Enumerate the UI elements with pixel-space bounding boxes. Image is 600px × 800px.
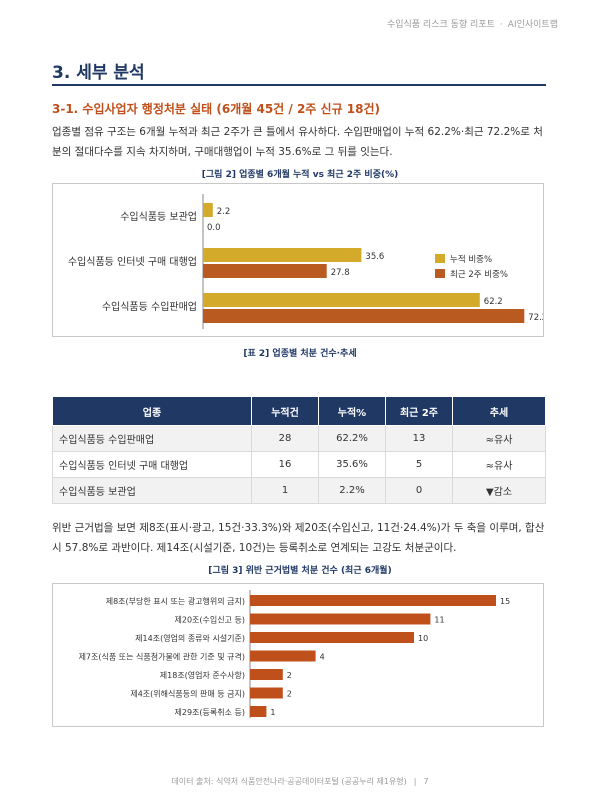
paragraph-industry-share: 업종별 점유 구조는 6개월 누적과 최근 2주가 큰 틀에서 유사하다. 수입…	[52, 126, 543, 158]
data-label: 2	[287, 690, 292, 699]
cell-trend: ≈유사	[452, 425, 546, 452]
figure2-svg: 수입식품등 보관업 2.2 0.0 수입식품등 인터넷 구매 대행업 35.6 27.8 수…	[68, 194, 543, 329]
table-row: 수입식품등 인터넷 구매 대행업 16 35.6% 5 ≈유사	[52, 451, 546, 478]
data-label: 72.2	[528, 313, 543, 323]
brand-name: AI인사이트랩	[507, 20, 558, 30]
legend-swatch	[435, 254, 445, 263]
col-header-cumulative-pct: 누적%	[318, 396, 386, 426]
cell-cumulative-pct: 35.6%	[318, 451, 386, 478]
category-label: 제29조(등록취소 등)	[175, 708, 245, 717]
data-label: 0.0	[207, 223, 221, 233]
section-title: 3. 세부 분석	[52, 63, 145, 83]
category-label: 수입식품등 보관업	[120, 210, 197, 223]
cell-industry: 수입식품등 수입판매업	[52, 425, 252, 452]
data-label: 11	[434, 616, 444, 625]
bar	[250, 669, 283, 680]
data-label: 10	[418, 634, 428, 643]
col-header-industry: 업종	[52, 396, 252, 426]
data-label: 4	[320, 653, 325, 662]
figure2-chart: 수입식품등 보관업 2.2 0.0 수입식품등 인터넷 구매 대행업 35.6 27.8 수…	[52, 183, 544, 337]
bar	[203, 248, 362, 262]
cell-trend-down: ▼감소	[452, 477, 546, 504]
cell-recent-2w: 13	[385, 425, 453, 452]
category-label: 제14조(영업의 종류와 시설기준)	[135, 633, 245, 643]
legend-label: 누적 비중%	[450, 254, 492, 265]
data-label: 62.2	[484, 297, 503, 307]
cell-cumulative-count: 1	[251, 477, 319, 504]
data-label: 15	[500, 597, 510, 606]
figure3-svg: 제8조(부당한 표시 또는 광고행위의 금지) 15 제20조(수입신고 등) 11 제…	[79, 590, 510, 718]
category-label: 수입식품등 인터넷 구매 대행업	[68, 255, 197, 268]
data-label: 1	[270, 708, 275, 717]
cell-cumulative-count: 16	[251, 451, 319, 478]
industry-table: 업종 누적건 누적% 최근 2주 추세 수입식품등 수입판매업 28 62.2%…	[52, 396, 546, 504]
category-label: 제8조(부당한 표시 또는 광고행위의 금지)	[106, 596, 245, 606]
bar	[250, 613, 431, 625]
paragraph-legal-basis: 위반 근거법을 보면 제8조(표시·광고, 15건·33.3%)와 제20조(수…	[52, 522, 545, 554]
bar	[250, 650, 316, 662]
bar	[250, 632, 414, 643]
report-title: 수입식품 리스크 동향 리포트	[386, 20, 495, 30]
page-header: 수입식품 리스크 동향 리포트 · AI인사이트랩	[387, 17, 558, 30]
cell-industry: 수입식품등 보관업	[52, 477, 252, 504]
legend-swatch	[435, 269, 445, 278]
category-label: 제7조(식품 또는 식품첨가물에 관한 기준 및 규격)	[79, 652, 245, 662]
table-row: 수입식품등 보관업 1 2.2% 0 ▼감소	[52, 477, 546, 504]
col-header-cumulative-count: 누적건	[251, 396, 319, 426]
cell-cumulative-count: 28	[251, 425, 319, 452]
bar	[203, 293, 480, 307]
cell-cumulative-pct: 2.2%	[318, 477, 386, 504]
section-divider	[52, 84, 546, 86]
cell-recent-2w: 0	[385, 477, 453, 504]
category-label: 제4조(위해식품등의 판매 등 금지)	[130, 689, 245, 699]
table2-caption: [표 2] 업종별 처분 건수·추세	[243, 349, 357, 359]
bar	[250, 595, 496, 606]
cell-recent-2w: 5	[385, 451, 453, 478]
bar	[250, 706, 267, 717]
bar	[203, 203, 213, 217]
figure3-chart: 제8조(부당한 표시 또는 광고행위의 금지) 15 제20조(수입신고 등) 11 제…	[52, 583, 544, 727]
data-label: 35.6	[365, 252, 384, 262]
category-label: 제18조(영업자 준수사항)	[160, 670, 245, 680]
cell-trend: ≈유사	[452, 451, 546, 478]
category-label: 수입식품등 수입판매업	[102, 300, 197, 313]
page-number: 7	[423, 777, 429, 786]
footer-separator: |	[413, 777, 417, 786]
figure3-caption: [그림 3] 위반 근거법별 처분 건수 (최근 6개월)	[208, 566, 392, 576]
table-header-row: 업종 누적건 누적% 최근 2주 추세	[52, 396, 546, 426]
footer-source: 데이터 출처: 식약처 식품안전나라·공공데이터포털 (공공누리 제1유형)	[171, 777, 407, 786]
figure2-caption: [그림 2] 업종별 6개월 누적 vs 최근 2주 비중(%)	[201, 170, 399, 180]
page-footer: 데이터 출처: 식약처 식품안전나라·공공데이터포털 (공공누리 제1유형) | 7	[0, 776, 600, 787]
bar	[203, 264, 327, 278]
col-header-recent-2w: 최근 2주	[385, 396, 453, 426]
subsection-title: 3-1. 수입사업자 행정처분 실태 (6개월 45건 / 2주 신규 18건)	[52, 102, 381, 116]
bar	[203, 309, 525, 323]
cell-cumulative-pct: 62.2%	[318, 425, 386, 452]
data-label: 2	[287, 671, 292, 680]
col-header-trend: 추세	[452, 396, 546, 426]
bar	[250, 687, 283, 699]
legend-label: 최근 2주 비중%	[450, 269, 508, 280]
cell-industry: 수입식품등 인터넷 구매 대행업	[52, 451, 252, 478]
header-separator: ·	[499, 20, 503, 30]
data-label: 2.2	[217, 207, 231, 217]
category-label: 제20조(수입신고 등)	[175, 616, 245, 625]
data-label: 27.8	[331, 268, 350, 278]
table-row: 수입식품등 수입판매업 28 62.2% 13 ≈유사	[52, 425, 546, 452]
